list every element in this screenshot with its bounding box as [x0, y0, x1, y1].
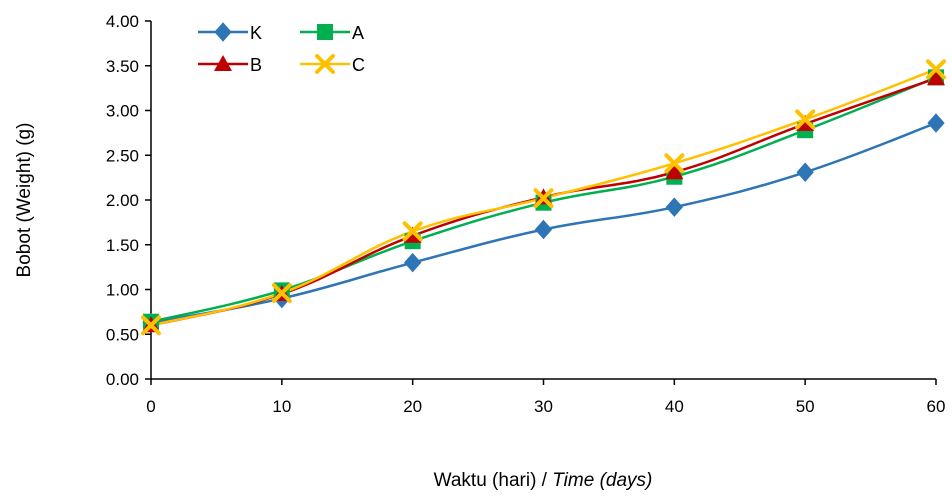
- y-axis-title: Bobot (Weight) (g): [14, 123, 35, 278]
- data-point-K: [927, 113, 945, 133]
- legend-item-C: C: [300, 54, 365, 75]
- x-tick-label: 30: [534, 397, 553, 416]
- x-tick-label: 50: [796, 397, 815, 416]
- y-tick-label: 3.00: [106, 102, 139, 121]
- x-axis-title-italic: Time (days): [552, 470, 652, 491]
- y-tick-label: 1.50: [106, 236, 139, 255]
- data-point-B: [665, 163, 684, 180]
- data-point-C: [926, 59, 946, 80]
- series-layer: [141, 59, 946, 336]
- y-tick-label: 3.50: [106, 57, 139, 76]
- series-markers-C: [141, 59, 946, 336]
- data-point-C: [795, 109, 816, 130]
- legend-marker: [214, 22, 232, 42]
- x-axis-title: Waktu (hari) / Time (days): [434, 470, 653, 491]
- axes: 0.00 0.50 1.00 1.50 2.00 2.50 3.00 3.50 4.00 0 10 2…: [106, 12, 946, 416]
- data-point-C: [141, 315, 161, 336]
- legend-marker: [317, 24, 333, 40]
- legend-label: B: [250, 55, 262, 75]
- y-tick-label: 2.50: [106, 146, 139, 165]
- y-tick-label: 1.00: [106, 281, 139, 300]
- data-point-C: [664, 153, 685, 174]
- legend-item-K: K: [198, 22, 262, 43]
- x-tick-label: 60: [927, 397, 946, 416]
- data-point-B: [403, 226, 422, 243]
- data-point-C: [533, 188, 554, 209]
- legend-label: K: [250, 23, 262, 43]
- y-tick-label: 0.50: [106, 325, 139, 344]
- data-point-B: [927, 69, 945, 86]
- legend-marker: [315, 54, 335, 74]
- data-point-K: [665, 197, 684, 217]
- legend-item-B: B: [198, 55, 262, 75]
- y-tick-label: 0.00: [106, 370, 139, 389]
- legend-label: A: [352, 23, 364, 43]
- x-tick-label: 0: [146, 397, 155, 416]
- data-point-K: [796, 162, 814, 183]
- x-tick-label: 20: [403, 397, 422, 416]
- y-tick-label: 4.00: [106, 12, 139, 31]
- x-tick-label: 40: [665, 397, 684, 416]
- legend-marker: [214, 55, 232, 71]
- legend-label: C: [352, 55, 365, 75]
- legend-item-A: A: [300, 23, 364, 43]
- data-point-K: [403, 252, 422, 273]
- data-point-C: [402, 221, 423, 242]
- x-tick-label: 10: [272, 397, 291, 416]
- x-axis-title-main: Waktu (hari) /: [434, 470, 553, 491]
- data-point-C: [271, 283, 292, 304]
- y-tick-label: 2.00: [106, 191, 139, 210]
- legend: K A B C: [198, 22, 365, 75]
- data-point-K: [534, 219, 553, 240]
- data-point-B: [796, 114, 815, 131]
